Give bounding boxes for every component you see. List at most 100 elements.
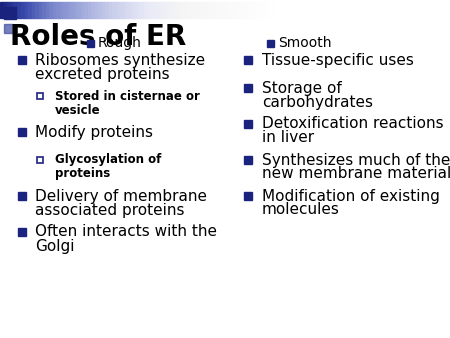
Bar [119,2,122,18]
Bar [210,2,213,18]
Bar [73,2,77,18]
Bar [196,2,199,18]
Bar [70,2,73,18]
Bar [67,2,70,18]
Bar [108,2,112,18]
Bar [7,2,10,18]
Bar [91,2,94,18]
Bar [256,2,259,18]
Bar [252,2,256,18]
Bar [144,2,147,18]
Text: molecules: molecules [262,202,340,217]
Bar [63,2,67,18]
Bar [24,2,28,18]
Text: Modification of existing: Modification of existing [262,189,440,203]
Bar [224,2,228,18]
Bar [14,2,18,18]
Bar [161,2,165,18]
Text: Ribosomes synthesize: Ribosomes synthesize [35,52,205,68]
Bar [270,2,273,18]
Bar [147,2,150,18]
Bar [158,2,161,18]
Bar [18,228,26,236]
FancyBboxPatch shape [37,157,43,163]
Bar [276,2,280,18]
Text: vesicle: vesicle [55,103,101,117]
Text: Rough: Rough [98,36,142,50]
Bar [262,2,266,18]
Bar [150,2,154,18]
Text: new membrane material: new membrane material [262,167,450,182]
Bar [59,2,63,18]
Bar [0,2,4,18]
Bar [21,2,24,18]
Bar [244,120,252,128]
Bar [98,2,102,18]
Bar [244,56,252,64]
Bar [259,2,262,18]
Bar [133,2,136,18]
Bar [4,7,16,19]
Bar [42,2,45,18]
Bar [217,2,220,18]
Text: Often interacts with the: Often interacts with the [35,224,217,240]
Text: excreted proteins: excreted proteins [35,67,170,81]
Bar [207,2,210,18]
Bar [94,2,98,18]
FancyBboxPatch shape [37,93,43,99]
Bar [266,40,274,47]
Text: proteins: proteins [55,168,110,180]
Bar [130,2,133,18]
Text: Detoxification reactions: Detoxification reactions [262,117,444,131]
Bar [182,2,185,18]
Bar [171,2,175,18]
Bar [53,2,56,18]
Bar [244,156,252,164]
Bar [154,2,157,18]
Bar [18,192,26,200]
Bar [87,2,91,18]
Bar [242,2,245,18]
Text: in liver: in liver [262,130,314,145]
Text: Smooth: Smooth [278,36,332,50]
Text: carbohydrates: carbohydrates [262,95,373,110]
Bar [126,2,130,18]
Bar [193,2,196,18]
Bar [116,2,119,18]
Bar [189,2,193,18]
Bar [105,2,108,18]
Bar [185,2,189,18]
Bar [165,2,168,18]
Bar [77,2,81,18]
Bar [179,2,182,18]
Text: associated proteins: associated proteins [35,202,184,217]
Text: Glycosylation of: Glycosylation of [55,153,162,167]
Bar [10,2,14,18]
Bar [273,2,276,18]
Bar [199,2,203,18]
Bar [102,2,105,18]
Bar [244,84,252,92]
Bar [231,2,234,18]
Text: Synthesizes much of the: Synthesizes much of the [262,152,450,168]
Text: Roles of ER: Roles of ER [10,23,186,51]
Bar [49,2,53,18]
Text: Modify proteins: Modify proteins [35,124,153,140]
Bar [39,2,42,18]
Bar [4,24,13,33]
Text: Golgi: Golgi [35,239,75,254]
Text: Delivery of membrane: Delivery of membrane [35,189,207,203]
Text: Storage of: Storage of [262,80,342,96]
Bar [81,2,84,18]
Bar [86,40,94,47]
Bar [45,2,49,18]
Bar [35,2,39,18]
Text: Tissue-specific uses: Tissue-specific uses [262,52,414,68]
Bar [28,2,32,18]
Bar [140,2,144,18]
Bar [220,2,224,18]
Bar [18,128,26,136]
Bar [18,56,26,64]
Text: Stored in cisternae or: Stored in cisternae or [55,90,200,102]
Bar [136,2,140,18]
